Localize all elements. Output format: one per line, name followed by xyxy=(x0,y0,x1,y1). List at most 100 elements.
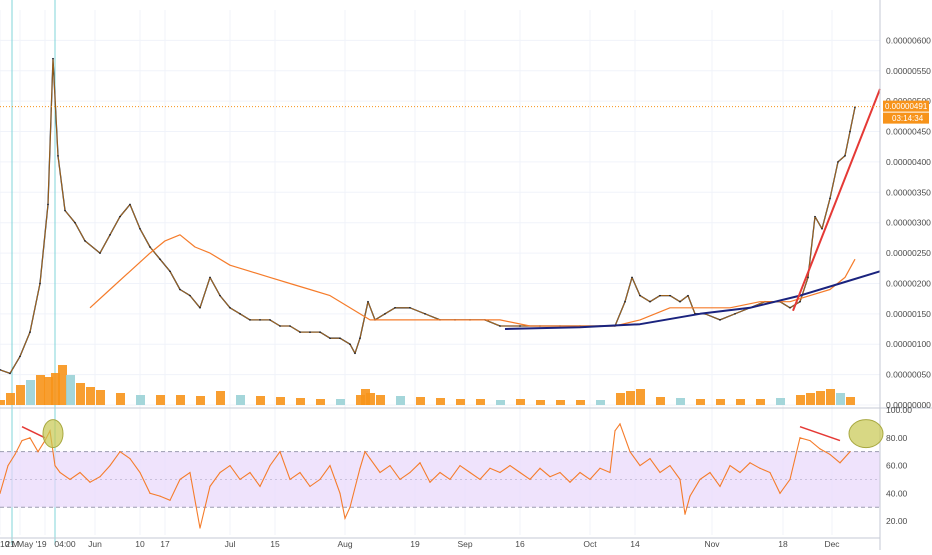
price-point xyxy=(409,306,411,309)
volume-bar xyxy=(846,397,855,405)
price-point xyxy=(229,306,231,309)
rsi-point xyxy=(679,478,681,481)
volume-bar xyxy=(256,396,265,405)
rsi-point xyxy=(0,492,1,494)
price-point xyxy=(289,325,291,327)
price-point xyxy=(659,294,661,297)
volume-bar xyxy=(51,373,60,405)
volume-bar xyxy=(176,395,185,405)
price-tick-label: 0.00000400 xyxy=(886,157,931,167)
rsi-point xyxy=(449,478,451,481)
x-tick-label: 15 xyxy=(270,539,280,549)
rsi-point xyxy=(659,471,661,474)
volume-bar xyxy=(36,375,45,405)
support-trendline xyxy=(504,270,881,330)
rsi-point xyxy=(469,471,471,474)
volume-bar xyxy=(826,389,835,405)
volume-bar xyxy=(816,391,825,405)
price-point xyxy=(199,306,201,309)
rsi-point xyxy=(609,471,611,474)
rsi-point xyxy=(639,464,641,467)
volume-bar xyxy=(376,395,385,405)
price-tick-label: 0.00000550 xyxy=(886,66,931,76)
volume-bar xyxy=(496,400,505,405)
price-point xyxy=(734,313,736,315)
rsi-point xyxy=(599,467,601,469)
rsi-point xyxy=(169,499,171,501)
price-point xyxy=(789,306,791,309)
price-point xyxy=(219,294,221,297)
rsi-point xyxy=(509,464,511,467)
rsi-point xyxy=(289,478,291,481)
rsi-point xyxy=(99,476,101,478)
rsi-point xyxy=(349,506,351,508)
price-point xyxy=(384,313,386,315)
x-tick-label: 19 xyxy=(410,539,420,549)
x-tick-label: 16 xyxy=(515,539,525,549)
volume-bar xyxy=(836,393,845,405)
rsi-point xyxy=(209,485,211,487)
price-point xyxy=(424,313,426,315)
volume-bar xyxy=(236,395,245,405)
price-point xyxy=(349,343,351,346)
rsi-point xyxy=(779,492,781,494)
price-tick-label: 0.00000350 xyxy=(886,187,931,197)
price-tick-label: 0.00000100 xyxy=(886,339,931,349)
rsi-tick-label: 20.00 xyxy=(886,516,908,526)
rsi-panel xyxy=(0,422,880,529)
price-point xyxy=(279,325,281,327)
price-point xyxy=(639,294,641,297)
rsi-point xyxy=(29,437,31,439)
price-point xyxy=(109,234,111,236)
rsi-point xyxy=(829,453,831,456)
volume-bar xyxy=(6,393,15,405)
volume-bar xyxy=(806,393,815,405)
volume-bar xyxy=(776,398,785,405)
price-point xyxy=(249,319,251,321)
rsi-point xyxy=(309,485,311,487)
price-point xyxy=(47,203,49,206)
price-point xyxy=(829,197,831,200)
price-point xyxy=(299,331,301,333)
rsi-point xyxy=(559,471,561,474)
rsi-point xyxy=(579,471,581,474)
price-point xyxy=(329,337,331,339)
rsi-point xyxy=(379,471,381,474)
volume-bar xyxy=(756,399,765,405)
volume-bar xyxy=(416,397,425,405)
rsi-point xyxy=(7,464,9,467)
rsi-point xyxy=(419,462,421,464)
volume-bar xyxy=(44,377,53,405)
price-point xyxy=(129,203,131,206)
rsi-point xyxy=(179,478,181,481)
volume-bar xyxy=(156,395,165,405)
rsi-point xyxy=(69,478,71,481)
rsi-point xyxy=(239,478,241,481)
countdown-label: 03:14:34 xyxy=(892,114,924,123)
rsi-point xyxy=(519,471,521,474)
price-point xyxy=(39,282,41,285)
volume-bar xyxy=(0,400,5,405)
rsi-point xyxy=(684,513,686,515)
price-point xyxy=(29,331,31,333)
price-point xyxy=(189,294,191,297)
price-point xyxy=(719,319,721,321)
last-price-label: 0.00000491 xyxy=(885,102,928,111)
price-point xyxy=(624,300,626,303)
volume-bar xyxy=(656,397,665,405)
price-point xyxy=(64,209,66,212)
volume-bar xyxy=(536,400,545,405)
rsi-point xyxy=(279,451,281,453)
x-tick-label: Nov xyxy=(704,539,720,549)
price-point xyxy=(169,270,171,273)
price-point xyxy=(52,57,54,60)
price-candle-overlay xyxy=(0,58,856,374)
rsi-point xyxy=(21,439,23,442)
volume-bar xyxy=(616,393,625,405)
rsi-point xyxy=(89,481,91,483)
rsi-point xyxy=(759,467,761,469)
volume-bar xyxy=(576,400,585,405)
x-tick-label: 17 xyxy=(160,539,170,549)
price-point xyxy=(354,352,356,355)
